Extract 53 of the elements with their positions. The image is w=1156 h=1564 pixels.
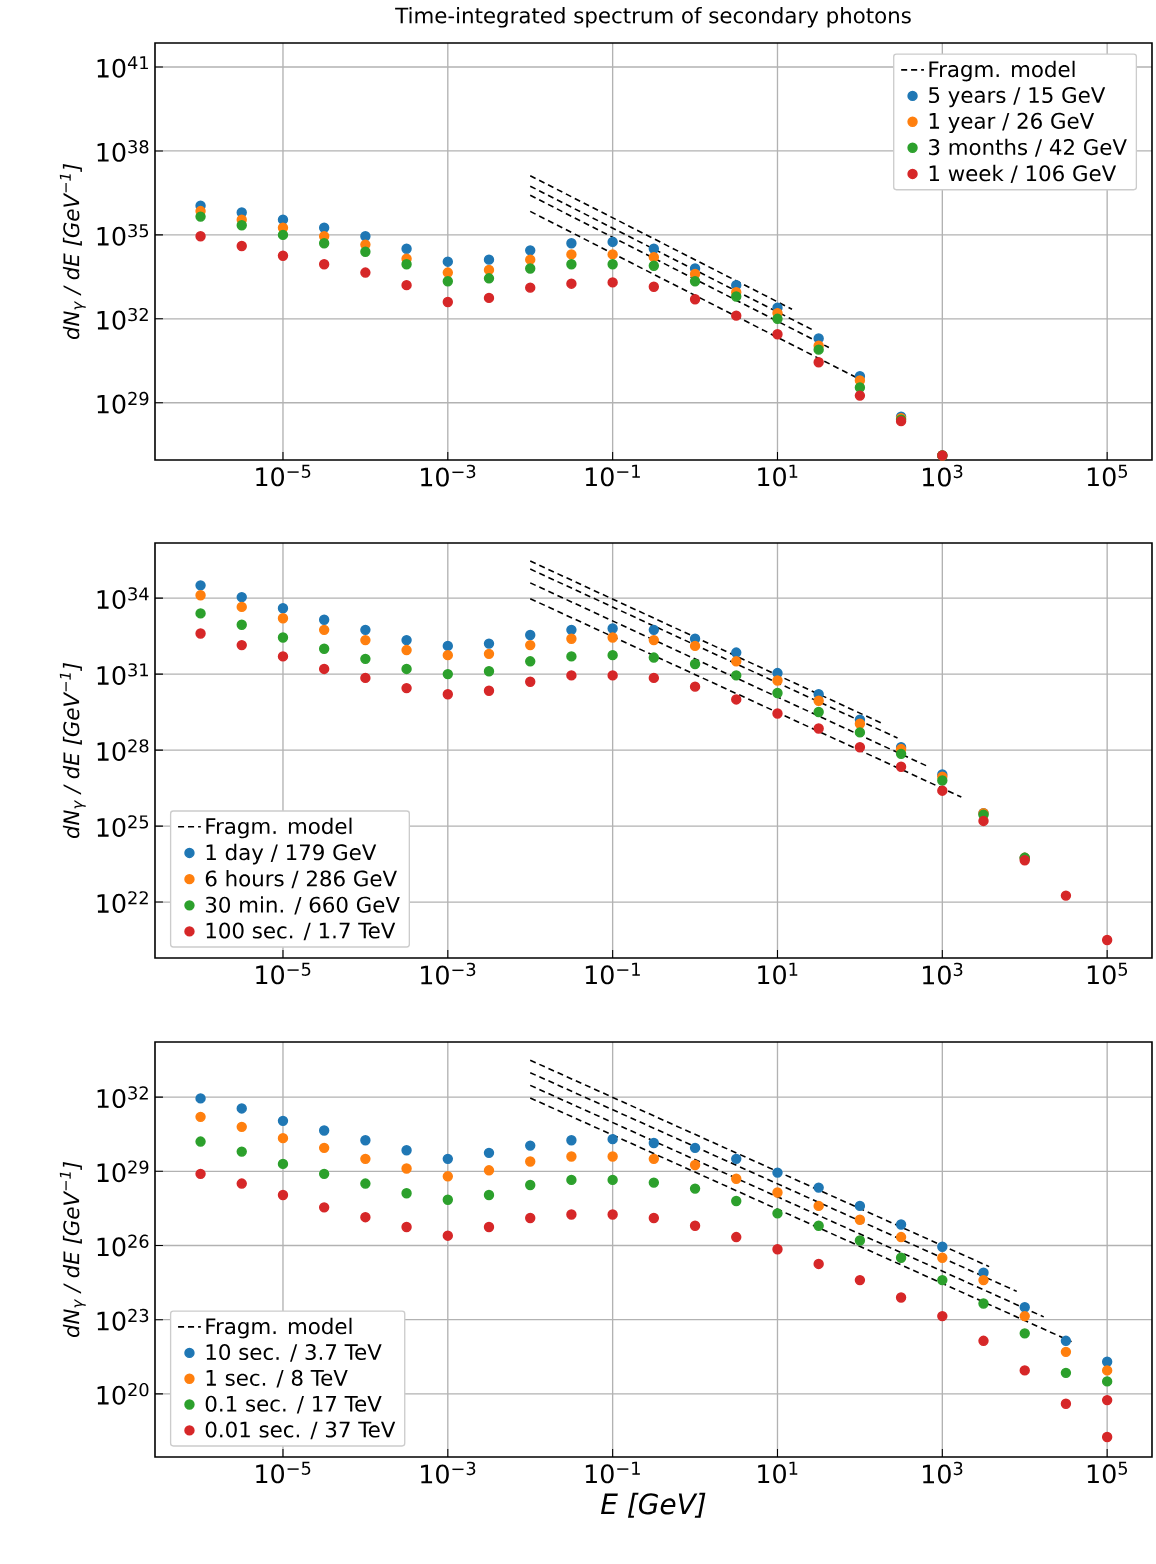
x-tick-label: 10$^{5}$ (1087, 962, 1128, 985)
chart-title: Time-integrated spectrum of secondary photons (395, 6, 911, 28)
x-tick-label: 10$^{−3}$ (421, 464, 476, 487)
x-tick-label: 10$^{3}$ (923, 962, 963, 985)
x-tick-label: 10$^{3}$ (923, 464, 963, 487)
y-axis-title: dN$_{γ}$ / dE [GeV$^{−1}$] (59, 163, 86, 340)
legend-label: 10 sec. / 3.7 TeV (206, 1343, 382, 1362)
x-tick-label: 10$^{1}$ (758, 464, 798, 487)
y-axis-title: dN$_{γ}$ / dE [GeV$^{−1}$] (59, 662, 86, 839)
legend-label: 100 sec. / 1.7 TeV (206, 922, 396, 941)
x-tick-label: 10$^{5}$ (1087, 464, 1128, 487)
y-tick-label: 10$^{29}$ (97, 1160, 149, 1183)
legend-label: 6 hours / 286 GeV (205, 870, 397, 889)
y-tick-label: 10$^{29}$ (97, 391, 149, 414)
legend-label: Fragm. model (206, 817, 352, 839)
legend-label: 5 years / 15 GeV (929, 86, 1106, 108)
x-tick-label: 10$^{−1}$ (585, 1461, 640, 1484)
x-tick-label: 10$^{5}$ (1087, 1461, 1128, 1484)
y-tick-label: 10$^{31}$ (97, 663, 148, 686)
x-axis-title: E [GeV] (600, 1492, 706, 1518)
y-axis-title: dN$_{γ}$ / dE [GeV$^{−1}$] (59, 1161, 86, 1338)
legend-label: 0.01 sec. / 37 TeV (205, 1421, 396, 1440)
x-tick-label: 10$^{−5}$ (256, 1461, 311, 1484)
y-tick-label: 10$^{35}$ (97, 223, 149, 246)
legend-label: 1 day / 179 GeV (206, 843, 377, 865)
x-tick-label: 10$^{3}$ (923, 1461, 963, 1484)
legend-label: 3 months / 42 GeV (929, 138, 1127, 157)
legend-label: 0.1 sec. / 17 TeV (205, 1395, 382, 1414)
legend-label: 30 min. / 660 GeV (205, 896, 400, 915)
y-tick-label: 10$^{32}$ (97, 307, 148, 330)
y-tick-label: 10$^{28}$ (97, 739, 149, 762)
x-tick-label: 10$^{−1}$ (585, 962, 640, 985)
y-tick-label: 10$^{38}$ (97, 140, 149, 162)
legend-label: 1 year / 26 GeV (929, 112, 1095, 134)
x-tick-label: 10$^{−5}$ (256, 962, 311, 985)
legend-label: Fragm. model (206, 1317, 352, 1339)
legend-label: 1 sec. / 8 TeV (206, 1369, 348, 1388)
x-tick-label: 10$^{1}$ (758, 1461, 798, 1484)
y-tick-label: 10$^{20}$ (97, 1382, 149, 1405)
y-tick-label: 10$^{34}$ (97, 587, 149, 610)
y-tick-label: 10$^{23}$ (97, 1308, 149, 1331)
x-tick-label: 10$^{−3}$ (421, 962, 476, 985)
y-tick-label: 10$^{25}$ (97, 815, 149, 838)
x-tick-label: 10$^{−1}$ (585, 464, 640, 487)
x-tick-label: 10$^{1}$ (758, 962, 798, 985)
x-tick-label: 10$^{−5}$ (256, 464, 311, 487)
legend-label: Fragm. model (929, 60, 1075, 82)
y-tick-label: 10$^{32}$ (97, 1086, 148, 1109)
legend-label: 1 week / 106 GeV (929, 164, 1117, 184)
y-tick-label: 10$^{26}$ (97, 1234, 149, 1257)
x-tick-label: 10$^{−3}$ (421, 1461, 476, 1484)
y-tick-label: 10$^{41}$ (97, 56, 148, 78)
y-tick-label: 10$^{22}$ (97, 891, 148, 914)
